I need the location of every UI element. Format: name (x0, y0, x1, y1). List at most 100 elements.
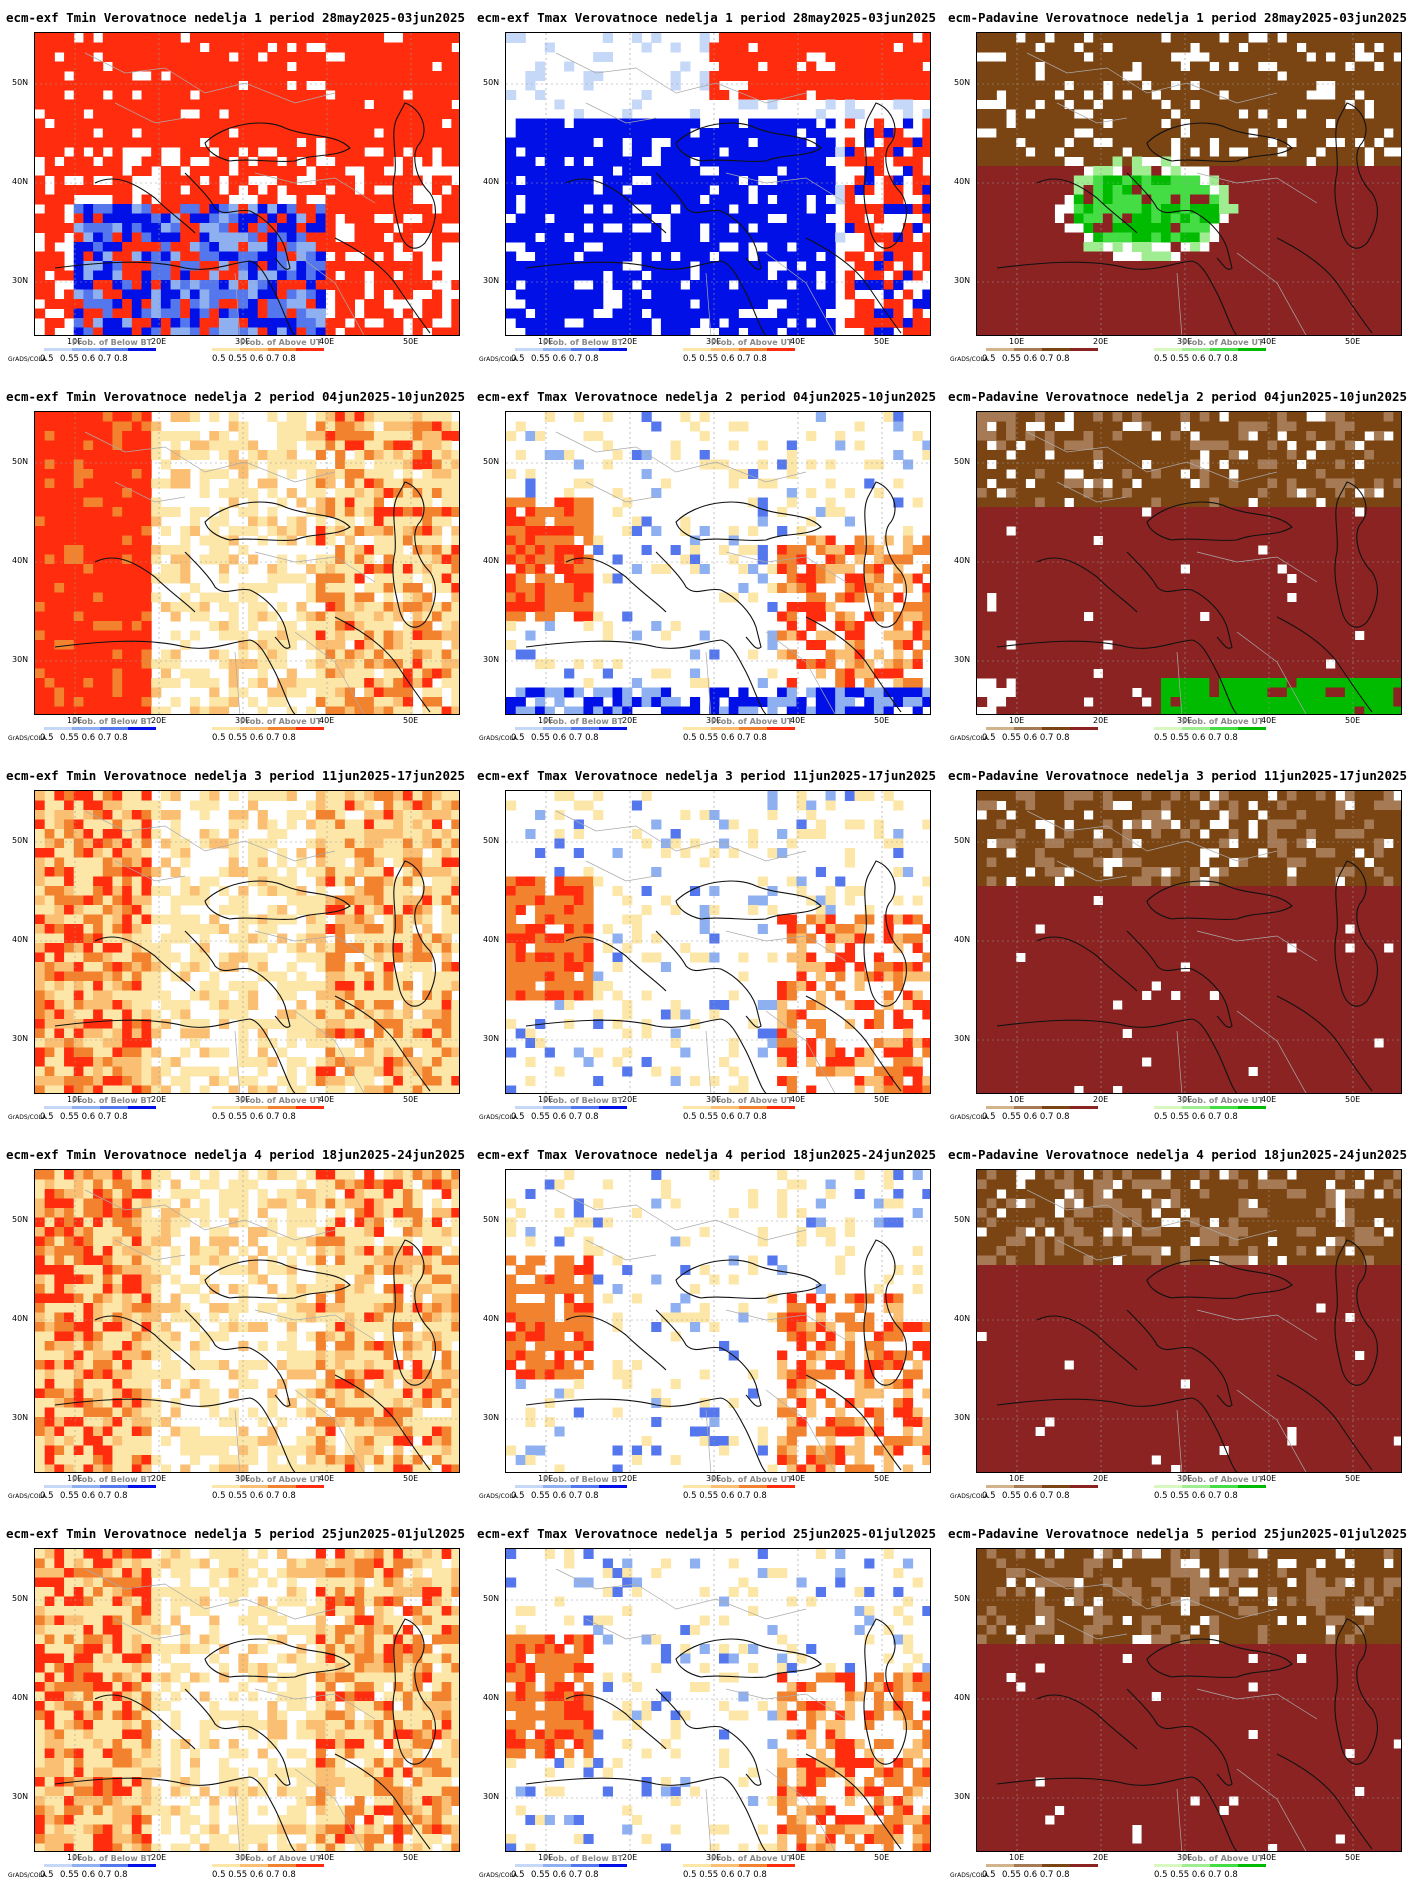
lat-label: 50N (954, 836, 971, 845)
lat-label: 40N (954, 556, 971, 565)
legend-title-below: Prob. of Below BT (72, 1475, 153, 1484)
legend-values-right: 0.5 0.55 0.6 0.7 0.8 (1154, 354, 1238, 364)
lon-label: 50E (874, 1853, 890, 1862)
lon-label: 40E (1261, 1474, 1277, 1483)
panel-title: ecm-exf Tmin Verovatnoce nedelja 1 perio… (5, 10, 466, 25)
lon-label: 30E (235, 1853, 251, 1862)
legend-title-below: Prob. of Below BT (72, 1096, 153, 1105)
country-borders (1026, 1189, 1318, 1472)
forecast-panel-tmax-week-3: ecm-exf Tmax Verovatnoce nedelja 3 perio… (471, 758, 942, 1137)
lon-label: 20E (1093, 1853, 1109, 1862)
lon-label: 10E (67, 1474, 83, 1483)
legend-title-above: Prob. of Above UT (711, 338, 793, 347)
grads-label: GrADS/COLA (950, 356, 989, 363)
lon-label: 50E (403, 337, 419, 346)
map-area (34, 1548, 460, 1852)
legend-bar-left (44, 1864, 156, 1867)
country-borders (1026, 1568, 1318, 1851)
legend-bar-right (683, 348, 795, 351)
graticule (35, 33, 459, 335)
legend-bar-right (212, 1106, 324, 1109)
lat-label: 30N (483, 276, 500, 285)
map-svg (506, 1549, 930, 1851)
grads-label: GrADS/COLA (479, 1872, 518, 1879)
lat-label: 40N (12, 556, 29, 565)
lat-label: 50N (954, 1215, 971, 1224)
legend-bar-right (212, 348, 324, 351)
lat-label: 40N (12, 177, 29, 186)
legend-values-right: 0.5 0.55 0.6 0.7 0.8 (212, 354, 296, 364)
lon-label: 40E (1261, 716, 1277, 725)
lon-label: 50E (1345, 1853, 1361, 1862)
probability-shading (506, 791, 930, 1093)
legend-value-start: 0.5 (40, 1112, 54, 1122)
map-svg (506, 791, 930, 1093)
legend-value-start: 0.5 (982, 733, 996, 743)
legend-bar-left (515, 727, 627, 730)
map-area (976, 1169, 1402, 1473)
grads-label: GrADS/COLA (8, 735, 47, 742)
grads-label: GrADS/COLA (950, 1872, 989, 1879)
lat-label: 40N (483, 177, 500, 186)
lon-label: 50E (403, 1095, 419, 1104)
legend-values-right: 0.5 0.55 0.6 0.7 0.8 (1154, 1112, 1238, 1122)
lat-label: 30N (483, 1413, 500, 1422)
graticule (977, 412, 1401, 714)
lat-label: 50N (12, 457, 29, 466)
probability-shading (35, 791, 459, 1093)
map-svg (506, 33, 930, 335)
lon-label: 40E (1261, 1095, 1277, 1104)
legend-title-above: Prob. of Above UT (711, 1475, 793, 1484)
legend-values-left: 0.55 0.6 0.7 0.8 (1002, 1870, 1070, 1880)
map-area (505, 1169, 931, 1473)
lat-label: 30N (12, 1034, 29, 1043)
grads-label: GrADS/COLA (8, 1493, 47, 1500)
lon-label: 50E (1345, 1095, 1361, 1104)
coastlines (54, 1239, 436, 1472)
graticule (977, 33, 1401, 335)
legend-bar-left (44, 727, 156, 730)
lat-label: 40N (483, 935, 500, 944)
map-area (34, 790, 460, 1094)
legend-bar-right (1154, 348, 1266, 351)
legend-values-right: 0.5 0.55 0.6 0.7 0.8 (683, 1870, 767, 1880)
forecast-panel-tmin-week-5: ecm-exf Tmin Verovatnoce nedelja 5 perio… (0, 1516, 471, 1895)
panel-title: ecm-exf Tmin Verovatnoce nedelja 4 perio… (5, 1147, 466, 1162)
lat-label: 30N (954, 655, 971, 664)
lon-label: 30E (706, 1853, 722, 1862)
forecast-panel-precip-week-5: ecm-Padavine Verovatnoce nedelja 5 perio… (942, 1516, 1413, 1895)
lon-label: 50E (874, 1474, 890, 1483)
legend-title-above: Prob. of Above UT (240, 717, 322, 726)
country-borders (555, 52, 847, 335)
lon-label: 40E (319, 337, 335, 346)
country-borders (84, 1568, 376, 1851)
legend-title-above: Prob. of Above UT (1182, 1096, 1264, 1105)
country-borders (84, 810, 376, 1093)
legend-values-left: 0.55 0.6 0.7 0.8 (531, 1491, 599, 1501)
graticule (35, 1549, 459, 1851)
probability-shading (977, 412, 1401, 714)
legend-value-start: 0.5 (982, 1112, 996, 1122)
panel-title: ecm-exf Tmin Verovatnoce nedelja 2 perio… (5, 389, 466, 404)
legend-bar-right (212, 1485, 324, 1488)
lat-label: 40N (954, 935, 971, 944)
lat-label: 50N (483, 836, 500, 845)
legend-title-below: Prob. of Below BT (543, 1475, 624, 1484)
map-area (34, 1169, 460, 1473)
country-borders (1026, 431, 1318, 714)
legend-title-below: Prob. of Below BT (72, 1854, 153, 1863)
legend-bar-right (212, 1864, 324, 1867)
lon-label: 30E (706, 1474, 722, 1483)
lat-label: 40N (483, 1693, 500, 1702)
legend-bar-right (683, 1106, 795, 1109)
legend-values-right: 0.5 0.55 0.6 0.7 0.8 (683, 1112, 767, 1122)
panel-title: ecm-exf Tmax Verovatnoce nedelja 4 perio… (476, 1147, 937, 1162)
forecast-panel-tmin-week-2: ecm-exf Tmin Verovatnoce nedelja 2 perio… (0, 379, 471, 758)
lat-label: 40N (954, 1693, 971, 1702)
coastlines (525, 1618, 907, 1851)
map-area (34, 411, 460, 715)
legend-value-start: 0.5 (511, 733, 525, 743)
graticule (977, 1549, 1401, 1851)
legend-bar-left (515, 1106, 627, 1109)
grads-label: GrADS/COLA (8, 1114, 47, 1121)
